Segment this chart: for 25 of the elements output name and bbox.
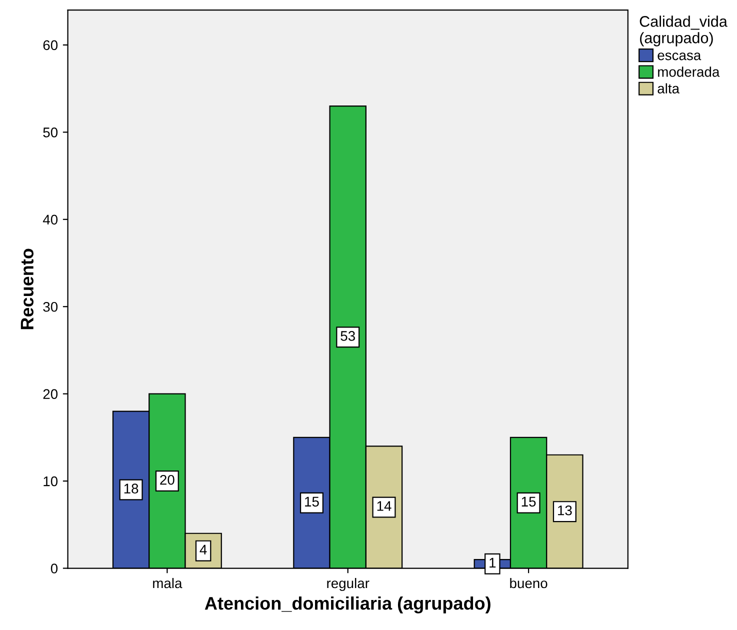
x-tick-label: bueno [510, 578, 548, 588]
y-tick-label: 50 [43, 128, 58, 138]
data-label: 13 [558, 505, 572, 516]
data-label: 18 [124, 484, 138, 494]
data-label: 1 [490, 558, 496, 568]
y-tick-label: 10 [44, 476, 58, 486]
data-label: 15 [522, 496, 536, 507]
legend-title: Calidad_vida (agrupado) [640, 16, 728, 46]
y-axis-title: Recuento [20, 248, 34, 330]
y-tick-label: 20 [43, 389, 58, 399]
y-tick-label: 0 [50, 564, 58, 574]
x-tick-label: mala [153, 578, 182, 588]
data-label: 20 [160, 474, 174, 485]
x-tick-label: regular [327, 578, 370, 591]
legend-label: escasa [658, 52, 702, 60]
x-axis-title: Atencion_domiciliaria (agrupado) [204, 596, 490, 614]
legend-label: moderada [658, 66, 720, 77]
y-tick-label: 60 [43, 40, 58, 50]
y-tick-label: 30 [43, 302, 58, 312]
y-tick-label: 40 [42, 214, 58, 225]
data-label: 53 [340, 331, 355, 341]
legend-label: alta [658, 83, 680, 94]
data-label: 4 [200, 544, 207, 554]
data-label: 14 [377, 501, 392, 511]
data-label: 15 [305, 496, 319, 507]
